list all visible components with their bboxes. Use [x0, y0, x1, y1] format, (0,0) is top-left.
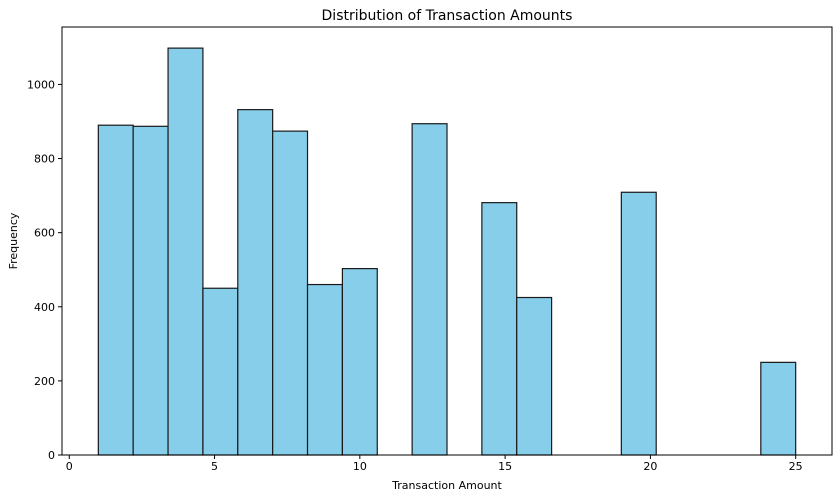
- y-tick-label: 1000: [27, 78, 55, 91]
- histogram-bar: [306, 283, 343, 456]
- histogram-bar: [620, 191, 657, 456]
- y-tick-label: 600: [34, 227, 55, 240]
- plot-frame: [61, 26, 833, 456]
- x-tick-label: 10: [353, 460, 367, 473]
- histogram-bar: [481, 202, 518, 456]
- histogram-bar: [132, 125, 169, 456]
- y-axis-label: Frequency: [7, 212, 20, 269]
- x-tick-label: 0: [66, 460, 73, 473]
- histogram-bar: [237, 109, 274, 456]
- chart-title: Distribution of Transaction Amounts: [322, 8, 573, 24]
- histogram-bar: [272, 130, 309, 456]
- x-axis-label: Transaction Amount: [391, 479, 502, 492]
- x-axis-ticks: 0 5 10 15 20 25: [66, 455, 803, 473]
- histogram-bar: [202, 287, 239, 456]
- x-tick-label: 20: [643, 460, 657, 473]
- x-tick-label: 25: [789, 460, 803, 473]
- x-tick-label: 5: [211, 460, 218, 473]
- bars-group: [97, 47, 797, 456]
- histogram-bar: [760, 361, 797, 456]
- histogram-bar: [516, 296, 553, 456]
- y-tick-label: 0: [48, 449, 55, 462]
- y-axis-ticks: 0 200 400 600 800 1000: [27, 78, 62, 462]
- histogram-bar: [97, 124, 134, 456]
- x-tick-label: 15: [498, 460, 512, 473]
- y-tick-label: 200: [34, 375, 55, 388]
- histogram-bar: [411, 123, 448, 456]
- histogram-bar: [341, 268, 378, 456]
- histogram-bar: [167, 47, 204, 456]
- y-tick-label: 800: [34, 153, 55, 166]
- y-tick-label: 400: [34, 301, 55, 314]
